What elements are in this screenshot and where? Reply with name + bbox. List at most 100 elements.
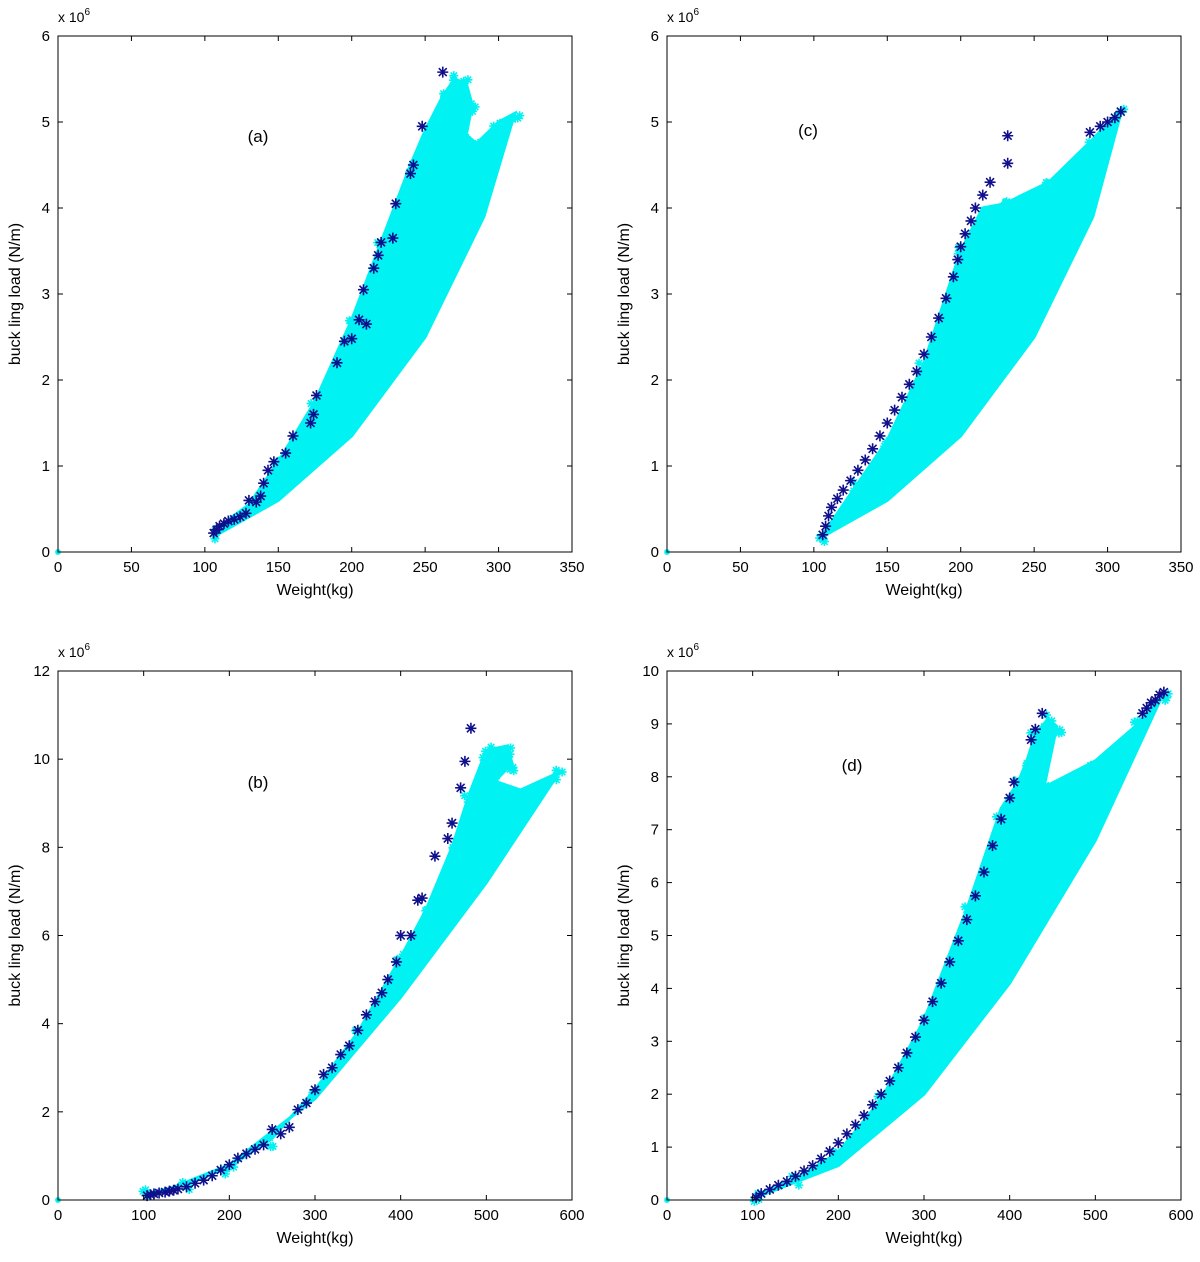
feasible-point	[914, 358, 924, 368]
pareto-point	[331, 357, 343, 369]
feasible-point	[346, 316, 356, 326]
y-tick-label: 5	[42, 114, 50, 131]
pareto-point	[268, 456, 280, 468]
pareto-point	[266, 1123, 278, 1135]
pareto-point	[815, 1153, 827, 1165]
pareto-point	[404, 168, 416, 180]
feasible-point	[551, 775, 561, 785]
pareto-point	[346, 333, 358, 345]
feasible-point	[881, 437, 891, 447]
pareto-point	[275, 1128, 287, 1140]
pareto-point	[206, 1170, 218, 1182]
pareto-point	[824, 1145, 836, 1157]
pareto-point	[1145, 697, 1157, 709]
feasible-point	[379, 236, 389, 246]
pareto-point	[163, 1185, 175, 1197]
axes-frame	[666, 670, 1182, 1201]
pareto-point	[368, 262, 380, 274]
panel-label: (a)	[248, 127, 269, 146]
pareto-point	[234, 511, 246, 523]
feasible-point	[421, 906, 431, 916]
pareto-point	[240, 507, 252, 519]
feasible-point	[957, 253, 967, 263]
pareto-point	[360, 318, 372, 330]
pareto-point	[214, 520, 226, 532]
pareto-point	[1115, 106, 1127, 118]
feasible-point	[460, 791, 470, 801]
feasible-point	[463, 797, 473, 807]
pareto-series	[208, 66, 449, 539]
feasible-point	[921, 364, 931, 374]
feasible-point	[468, 106, 478, 116]
feasible-region	[145, 744, 564, 1201]
pareto-point	[1002, 130, 1014, 142]
x-tick-label: 600	[1168, 1207, 1193, 1224]
x-tick-label: 50	[732, 559, 749, 576]
feasible-point	[486, 742, 496, 752]
pareto-point	[353, 314, 365, 326]
pareto-point	[781, 1175, 793, 1187]
pareto-point	[228, 513, 240, 525]
pareto-point	[308, 408, 320, 420]
pareto-point	[837, 484, 849, 496]
feasible-point	[1039, 722, 1049, 732]
x-axis-label: Weight(kg)	[276, 582, 353, 599]
feasible-point	[1163, 689, 1173, 699]
pareto-point	[940, 292, 952, 304]
feasible-point	[829, 1148, 839, 1158]
feasible-point	[246, 500, 256, 510]
pareto-point	[412, 894, 424, 906]
feasible-point	[1022, 758, 1032, 768]
x-tick-label: 400	[997, 1207, 1022, 1224]
pareto-point	[387, 232, 399, 244]
x-tick-label: 500	[1083, 1207, 1108, 1224]
y-exponent-power: 6	[84, 7, 90, 18]
pareto-point	[243, 494, 255, 506]
y-tick-label: 6	[651, 875, 659, 892]
pareto-point	[978, 866, 990, 878]
pareto-point	[250, 496, 262, 508]
x-axis-label: Weight(kg)	[276, 1230, 353, 1247]
pareto-point	[1036, 707, 1048, 719]
pareto-point	[145, 1189, 157, 1201]
feasible-point	[469, 141, 479, 151]
pareto-point	[309, 1084, 321, 1096]
pareto-point	[352, 1024, 364, 1036]
feasible-point	[999, 805, 1009, 815]
y-exponent-power: 6	[84, 642, 90, 653]
feasible-point	[515, 111, 525, 121]
pareto-point	[790, 1170, 801, 1182]
y-exponent-base: x 10	[667, 9, 694, 25]
pareto-point	[249, 1143, 261, 1155]
y-tick-label: 1	[651, 1139, 659, 1156]
pareto-point	[189, 1177, 201, 1189]
pareto-point	[376, 987, 388, 999]
pareto-point	[280, 447, 292, 459]
feasible-points	[55, 742, 567, 1203]
x-tick-label: 300	[1095, 559, 1120, 576]
pareto-point	[984, 176, 996, 188]
y-exponent-label: x 106	[667, 642, 699, 660]
y-axis-label: buck ling load (N/m)	[7, 864, 24, 1006]
x-tick-label: 300	[486, 559, 511, 576]
y-tick-label: 10	[642, 663, 659, 680]
feasible-point	[478, 753, 488, 763]
pareto-point	[1136, 707, 1148, 719]
y-tick-label: 4	[42, 1016, 50, 1033]
feasible-point	[1133, 716, 1143, 726]
y-tick-label: 10	[33, 751, 50, 768]
feasible-point	[992, 812, 1002, 822]
feasible-point	[222, 1164, 232, 1174]
feasible-region	[821, 105, 1123, 540]
pareto-point	[338, 335, 350, 347]
feasible-point	[1002, 200, 1012, 210]
feasible-point	[953, 249, 963, 259]
pareto-point	[901, 1047, 913, 1059]
pareto-point	[335, 1049, 347, 1061]
pareto-point	[382, 974, 394, 986]
pareto-point	[987, 840, 999, 852]
pareto-point	[969, 202, 981, 214]
feasible-point	[461, 132, 471, 142]
y-exponent-label: x 106	[58, 642, 90, 660]
feasible-point	[1000, 198, 1010, 208]
